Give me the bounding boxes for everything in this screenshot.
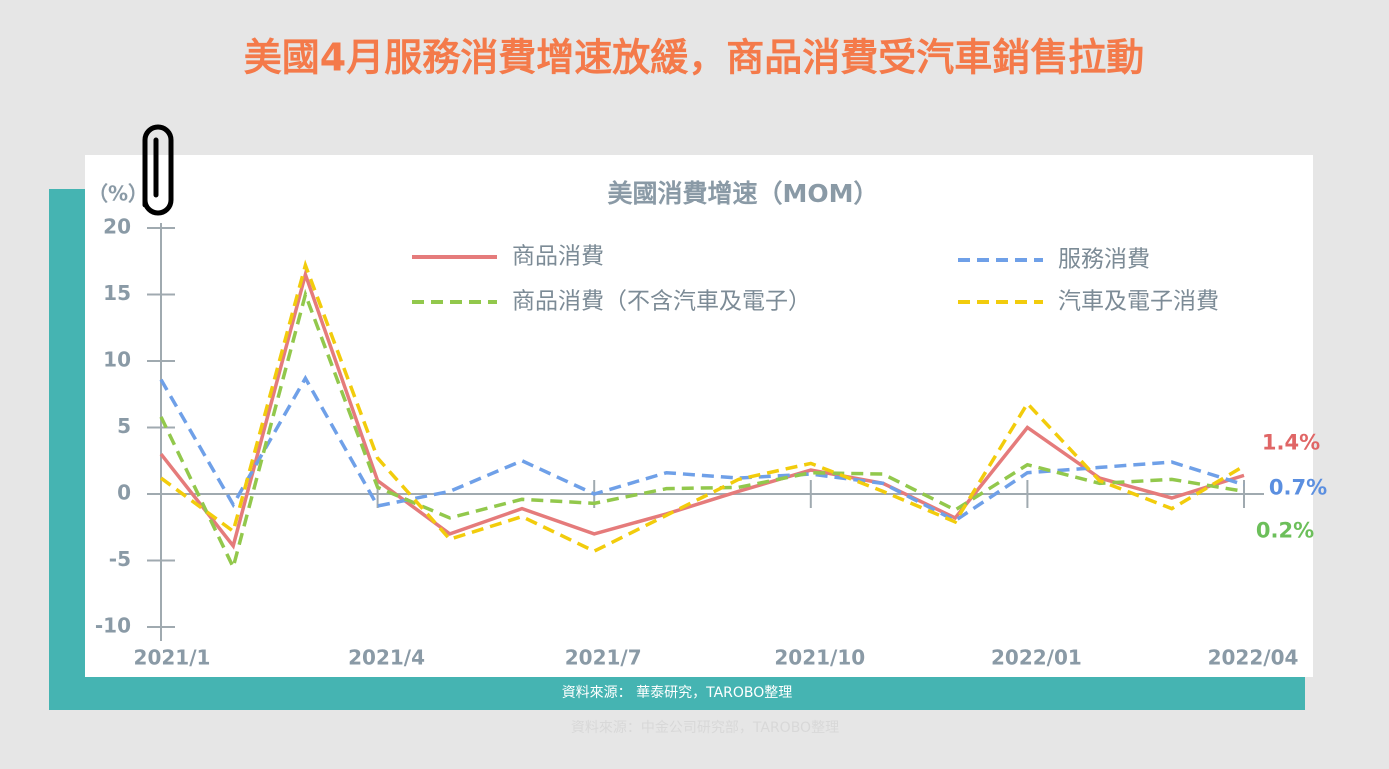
legend-label: 商品消費 — [512, 244, 604, 270]
y-tick-label: 20 — [103, 215, 131, 239]
legend-label: 商品消費（不含汽車及電子） — [512, 289, 811, 315]
y-tick-label: 15 — [103, 281, 131, 305]
y-axis-label: （%） — [88, 182, 148, 206]
series-line — [159, 288, 1245, 573]
y-tick-label: -5 — [109, 547, 131, 571]
x-tick-label: 2022/01 — [991, 646, 1082, 670]
x-tick-label: 2021/7 — [565, 646, 642, 670]
chart-subtitle: 美國消費增速（MOM） — [607, 179, 878, 208]
page-title: 美國4月服務消費增速放緩，商品消費受汽車銷售拉動 — [244, 36, 1144, 80]
data-label: 1.4% — [1262, 430, 1320, 454]
paper-clip — [142, 124, 174, 216]
data-label: 0.2% — [1256, 518, 1314, 542]
source-note: 資料來源： 華泰研究，TAROBO整理 — [562, 685, 793, 701]
y-tick-label: 5 — [117, 414, 131, 438]
x-tick-label: 2021/4 — [348, 646, 425, 670]
chart-card — [85, 155, 1313, 677]
y-tick-label: -10 — [95, 614, 131, 638]
x-tick-label: 2022/04 — [1208, 646, 1299, 670]
data-label: 0.7% — [1269, 476, 1327, 500]
legend-label: 服務消費 — [1058, 247, 1150, 273]
series-line — [159, 374, 1245, 523]
x-tick-label: 2021/1 — [134, 646, 211, 670]
y-tick-label: 0 — [117, 481, 131, 505]
x-tick-label: 2021/10 — [774, 646, 865, 670]
series-line — [159, 259, 1245, 554]
watermark: 資料來源：中金公司研究部，TAROBO整理 — [571, 720, 839, 736]
series-line — [159, 268, 1245, 550]
legend-label: 汽車及電子消費 — [1058, 289, 1219, 315]
y-tick-label: 10 — [103, 348, 131, 372]
